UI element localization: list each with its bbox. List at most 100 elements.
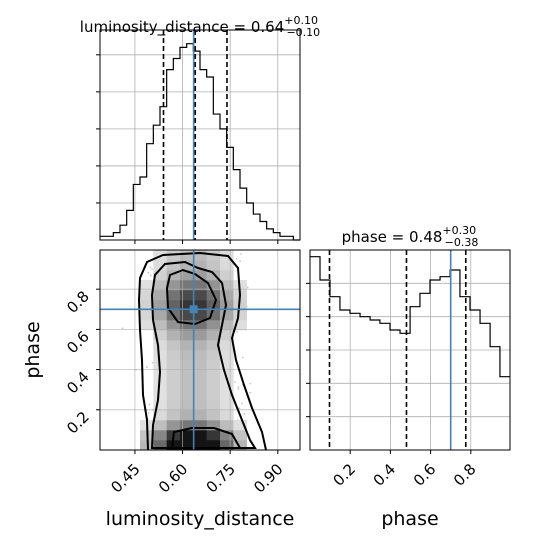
density-cell bbox=[153, 270, 167, 281]
density-cell bbox=[180, 400, 194, 411]
density-cell bbox=[140, 310, 154, 321]
histogram-step bbox=[310, 256, 510, 378]
density-cell bbox=[193, 290, 207, 301]
density-cell bbox=[153, 440, 167, 450]
density-cell bbox=[220, 330, 234, 341]
density-cell bbox=[206, 260, 221, 271]
density-cell bbox=[180, 410, 194, 421]
density-cell bbox=[220, 430, 234, 441]
phase-title: phase = 0.48+0.30 −0.38 bbox=[342, 224, 479, 249]
density-cell bbox=[180, 320, 194, 331]
density-cell bbox=[166, 360, 181, 371]
luminosity-distance-title-sub: −0.10 bbox=[286, 26, 320, 39]
density-cell bbox=[153, 420, 167, 431]
scatter-point bbox=[235, 257, 238, 260]
density-cell bbox=[180, 350, 194, 361]
density-cell bbox=[206, 440, 221, 450]
luminosity-distance-x-ticks: 0.45 0.60 0.75 0.90 bbox=[107, 450, 287, 496]
phase-marginal-grid bbox=[310, 250, 510, 450]
scatter-point bbox=[149, 266, 152, 269]
density-cell bbox=[166, 300, 181, 311]
density-cell bbox=[233, 430, 247, 441]
density-cell bbox=[206, 280, 221, 291]
scatter-point bbox=[241, 402, 243, 405]
density-cell bbox=[206, 310, 221, 321]
phase-title-text: phase = 0.48 bbox=[342, 228, 443, 246]
density-cell bbox=[166, 440, 181, 450]
luminosity-distance-marginal-frame bbox=[99, 29, 301, 241]
y-tick-label: 0.8 bbox=[63, 287, 93, 317]
density-cell bbox=[206, 270, 221, 281]
density-cell bbox=[206, 350, 221, 361]
x-axis-label: luminosity_distance bbox=[106, 508, 295, 530]
density-cell bbox=[166, 330, 181, 341]
phase-title-sup: +0.30 bbox=[442, 224, 476, 237]
scatter-point bbox=[149, 274, 152, 277]
density-cell bbox=[193, 420, 207, 431]
density-cell bbox=[180, 390, 194, 401]
density-cell bbox=[206, 380, 221, 391]
phase-y-ticks: 0.2 0.4 0.6 0.8 bbox=[63, 287, 100, 437]
scatter-point bbox=[238, 407, 241, 410]
density-cell bbox=[233, 420, 247, 431]
y-tick-label: 0.4 bbox=[63, 368, 93, 398]
y-tick-label: 0.6 bbox=[63, 327, 93, 357]
scatter-point bbox=[236, 331, 238, 333]
density-cell bbox=[193, 410, 207, 421]
density-cell bbox=[153, 350, 167, 361]
scatter-point bbox=[151, 268, 153, 271]
histogram-step bbox=[100, 43, 300, 241]
density-cell bbox=[166, 370, 181, 381]
density-cell bbox=[180, 260, 194, 271]
luminosity-distance-title-sup: +0.10 bbox=[284, 14, 318, 27]
density-cell bbox=[180, 360, 194, 371]
joint-density-truth-lines bbox=[100, 250, 300, 450]
x-tick-label: 0.45 bbox=[107, 460, 143, 496]
scatter-point bbox=[249, 382, 252, 385]
density-cell bbox=[153, 320, 167, 331]
density-cell bbox=[206, 390, 221, 401]
phase-histogram bbox=[310, 256, 510, 378]
density-cell bbox=[233, 300, 247, 311]
density-cell bbox=[193, 440, 207, 450]
x-tick-label: 0.2 bbox=[329, 460, 359, 490]
phase-x-axis-label: phase bbox=[381, 508, 438, 530]
density-cell bbox=[153, 310, 167, 321]
density-cell bbox=[206, 430, 221, 441]
density-cell bbox=[233, 310, 247, 321]
density-cell bbox=[166, 290, 181, 301]
density-cell bbox=[166, 320, 181, 331]
scatter-point bbox=[151, 361, 154, 364]
density-cell bbox=[140, 280, 154, 291]
density-cell bbox=[220, 260, 234, 271]
density-cell bbox=[193, 250, 207, 261]
density-cell bbox=[153, 400, 167, 411]
density-cell bbox=[220, 310, 234, 321]
density-cell bbox=[180, 250, 194, 261]
density-cell bbox=[206, 410, 221, 421]
density-cell bbox=[193, 310, 207, 321]
density-cell bbox=[193, 360, 207, 371]
contour-middle bbox=[150, 260, 257, 449]
luminosity-distance-title: luminosity_distance = 0.64+0.10 −0.10 bbox=[80, 14, 320, 39]
density-cell bbox=[180, 270, 194, 281]
density-cell bbox=[140, 300, 154, 311]
density-cell bbox=[193, 390, 207, 401]
density-cell bbox=[153, 390, 167, 401]
x-tick-label: 0.60 bbox=[155, 460, 191, 496]
density-cell bbox=[193, 320, 207, 331]
scatter-point bbox=[239, 260, 242, 263]
density-cell bbox=[140, 440, 154, 450]
density-cell bbox=[220, 320, 234, 331]
scatter-point bbox=[147, 412, 150, 414]
density-cell bbox=[206, 420, 221, 431]
density-cell bbox=[193, 340, 207, 351]
joint-density-grid bbox=[100, 250, 300, 450]
density-cell bbox=[140, 320, 154, 331]
phase-marginal-ticks: 0.2 0.4 0.6 0.8 bbox=[306, 282, 480, 490]
scatter-point bbox=[249, 391, 252, 394]
scatter-point bbox=[121, 327, 124, 330]
density-cell bbox=[193, 380, 207, 391]
density-cell bbox=[180, 310, 194, 321]
